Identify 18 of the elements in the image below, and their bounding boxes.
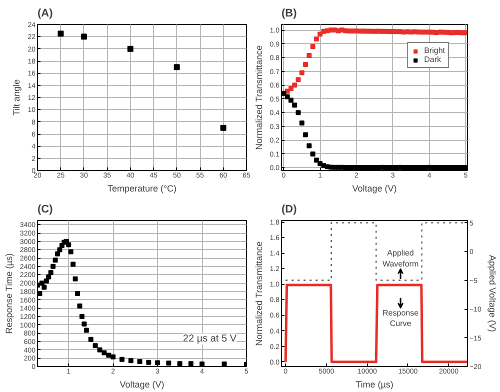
x-axis-title: Time (µs) [356,380,394,390]
x-axis-title: Temperature (°C) [107,184,177,194]
chart-title: (D) [282,204,298,216]
annotation: Response Curve [382,308,420,328]
y2-axis-title: Applied Voltage (V) [487,254,498,332]
chart-title: (A) [38,8,54,20]
x-axis-title: Voltage (V) [352,184,397,194]
annotation: Applied Waveform [382,248,419,268]
y-axis-title: Response Time (µs) [4,253,14,334]
y-axis-title: Normalized Transmittance [254,45,264,150]
legend-label: Bright [424,46,445,55]
chart-title: (B) [282,8,298,20]
y-axis-title: Tilt angle [12,79,22,116]
annotation: 22 µs at 5 V [182,334,237,344]
legend-label: Dark [424,55,442,64]
chart-title: (C) [38,204,54,216]
x-axis-title: Voltage (V) [120,380,164,390]
y-axis-title: Normalized Transmittance [254,241,264,346]
